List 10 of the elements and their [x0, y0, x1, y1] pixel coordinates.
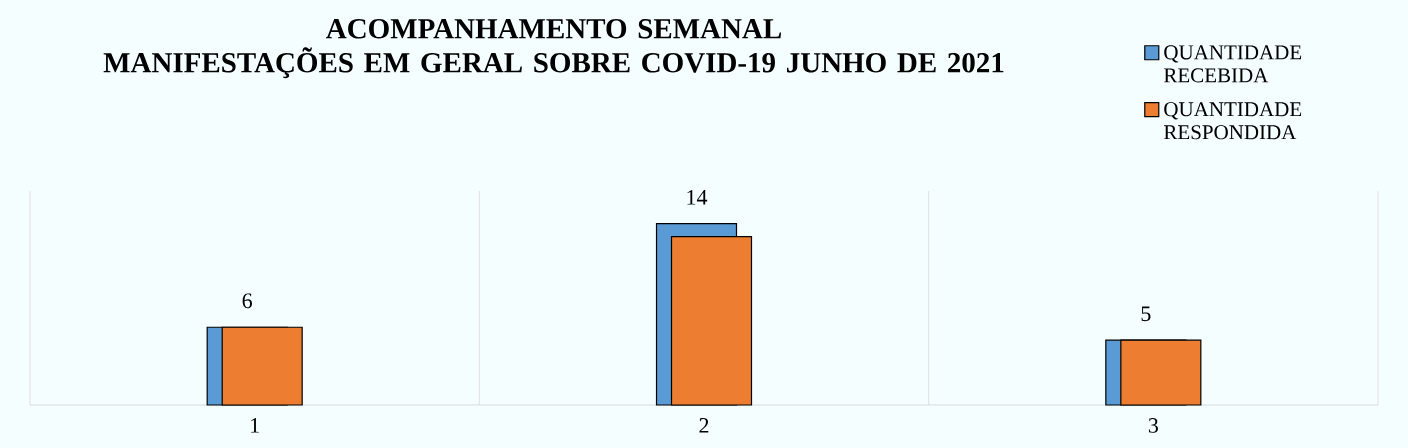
legend-label: QUANTIDADE RESPONDIDA: [1163, 102, 1302, 140]
data-label: 14: [687, 190, 708, 205]
x-tick-label: 3: [1148, 418, 1158, 433]
data-label: 6: [242, 293, 253, 309]
chart-title: ACOMPANHAMENTO SEMANAL: [326, 19, 782, 39]
x-tick-label: 1: [251, 418, 259, 433]
legend-label: QUANTIDADE RECEBIDA: [1163, 45, 1302, 83]
chart-subtitle: MANIFESTAÇÕES EM GERAL SOBRE COVID-19 JUNHO DE 2021: [103, 47, 1004, 79]
data-label: 5: [1141, 306, 1151, 322]
x-tick-label: 2: [699, 418, 709, 433]
